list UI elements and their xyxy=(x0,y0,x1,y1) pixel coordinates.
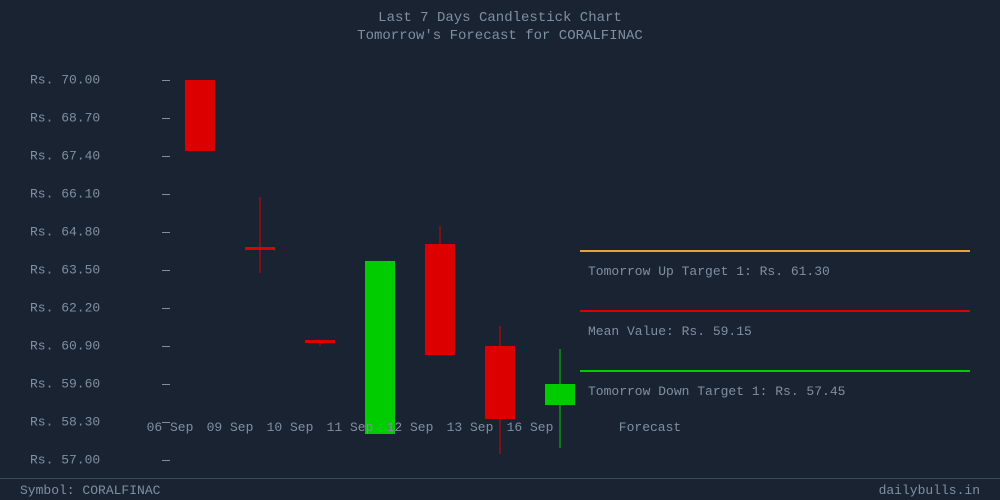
y-axis-label: Rs. 68.70 xyxy=(30,111,100,126)
footer-symbol: Symbol: CORALFINAC xyxy=(20,483,160,498)
x-axis-label: 06 Sep xyxy=(147,420,194,435)
x-axis-label: 10 Sep xyxy=(267,420,314,435)
y-axis-label: Rs. 57.00 xyxy=(30,453,100,468)
y-axis-label: Rs. 62.20 xyxy=(30,301,100,316)
forecast-label: Tomorrow Down Target 1: Rs. 57.45 xyxy=(588,384,845,399)
x-axis-label: 11 Sep xyxy=(327,420,374,435)
footer-watermark: dailybulls.in xyxy=(879,483,980,498)
y-axis-label: Rs. 63.50 xyxy=(30,263,100,278)
chart-title-sub: Tomorrow's Forecast for CORALFINAC xyxy=(0,28,1000,44)
forecast-row: Mean Value: Rs. 59.15 xyxy=(580,310,970,370)
candlestick-plot xyxy=(170,60,590,460)
x-axis-label: 16 Sep xyxy=(507,420,554,435)
forecast-row: Tomorrow Up Target 1: Rs. 61.30 xyxy=(580,250,970,310)
footer-bar: Symbol: CORALFINAC dailybulls.in xyxy=(0,478,1000,500)
forecast-label: Tomorrow Up Target 1: Rs. 61.30 xyxy=(588,264,830,279)
forecast-label: Mean Value: Rs. 59.15 xyxy=(588,324,752,339)
x-axis-label: Forecast xyxy=(619,420,681,435)
y-axis-label: Rs. 66.10 xyxy=(30,187,100,202)
x-axis-label: 12 Sep xyxy=(387,420,434,435)
x-axis: 06 Sep 09 Sep 10 Sep 11 Sep 12 Sep 13 Sep 16 S… xyxy=(140,420,940,450)
x-axis-label: 13 Sep xyxy=(447,420,494,435)
x-axis-label: 09 Sep xyxy=(207,420,254,435)
y-axis-label: Rs. 59.60 xyxy=(30,377,100,392)
y-axis: Rs. 70.00 Rs. 68.70 Rs. 67.40 Rs. 66.10 Rs. … xyxy=(30,60,160,460)
y-axis-label: Rs. 64.80 xyxy=(30,225,100,240)
y-axis-label: Rs. 58.30 xyxy=(30,415,100,430)
y-axis-label: Rs. 67.40 xyxy=(30,149,100,164)
chart-title-main: Last 7 Days Candlestick Chart xyxy=(0,10,1000,26)
forecast-panel: Tomorrow Up Target 1: Rs. 61.30 Mean Valu… xyxy=(580,250,970,430)
y-axis-label: Rs. 60.90 xyxy=(30,339,100,354)
y-axis-label: Rs. 70.00 xyxy=(30,73,100,88)
